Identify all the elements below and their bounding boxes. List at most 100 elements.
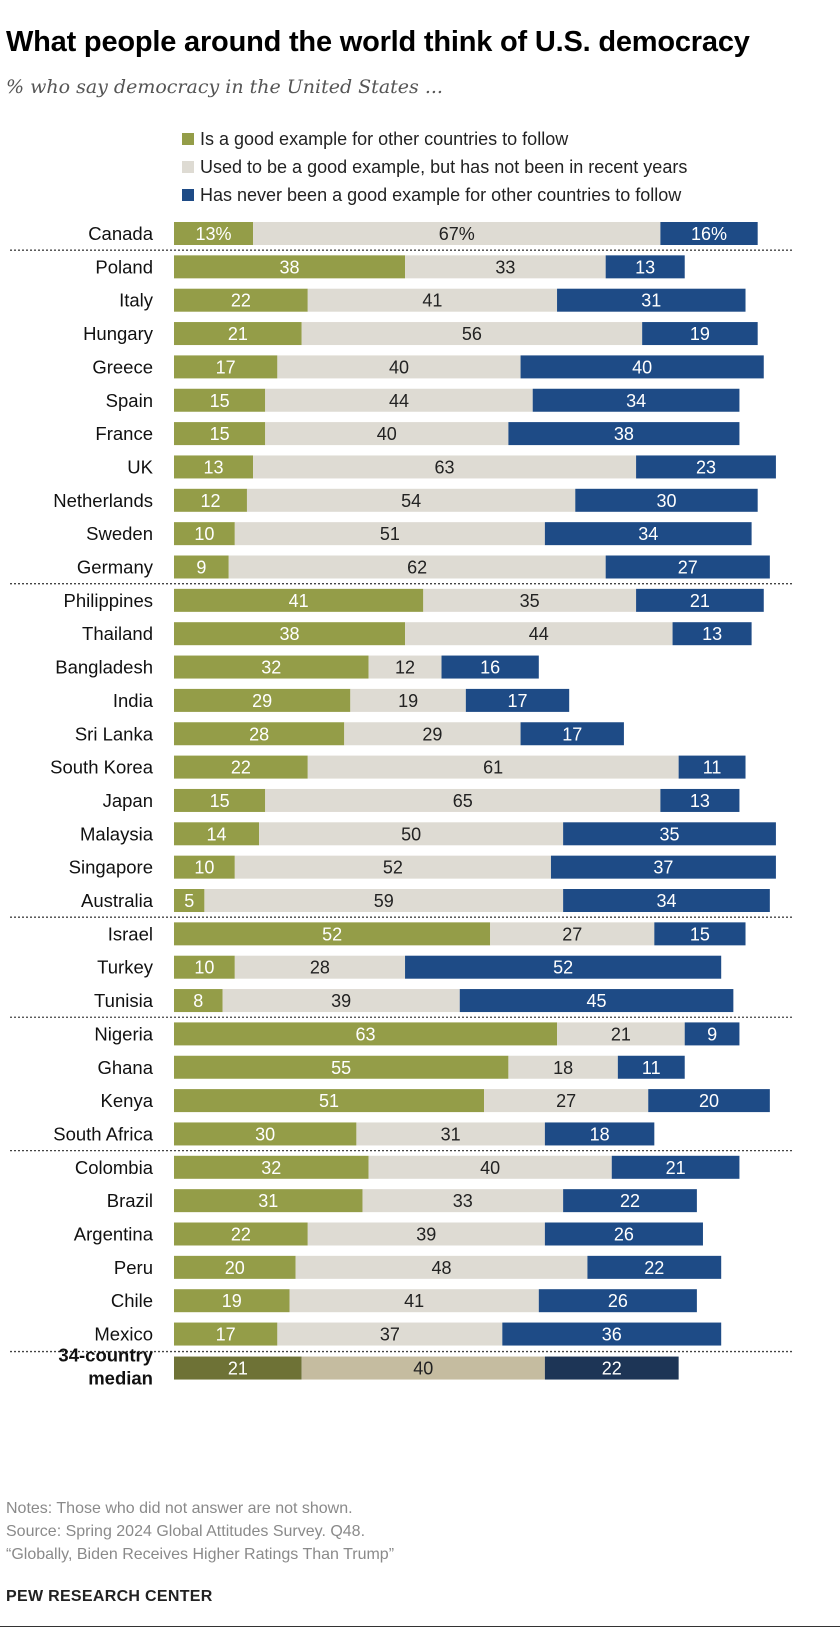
row-singapore-value-label-2: 52	[383, 858, 403, 878]
row-sri-lanka-value-label-1: 28	[249, 724, 269, 744]
note-line: Notes: Those who did not answer are not …	[6, 1500, 353, 1517]
legend-item-good-example: Is a good example for other countries to…	[182, 125, 687, 153]
row-bangladesh-bar-seg-1	[174, 655, 369, 679]
row-japan-country-label: Japan	[103, 790, 153, 811]
row-brazil-value-label-3: 22	[620, 1191, 640, 1211]
row-sweden-value-label-3: 34	[638, 524, 658, 544]
row-nigeria-value-label-2: 21	[611, 1024, 631, 1044]
row-peru-bar-seg-2	[295, 1255, 588, 1279]
row-thailand-value-label-3: 13	[702, 624, 722, 644]
row-south-korea-country-label: South Korea	[50, 757, 154, 778]
row-chile-value-label-2: 41	[404, 1291, 424, 1311]
row-philippines-value-label-1: 41	[289, 591, 309, 611]
row-spain-bar-seg-3	[532, 388, 740, 412]
row-poland-value-label-2: 33	[495, 257, 515, 277]
row-singapore-value-label-1: 10	[194, 858, 214, 878]
row-peru-value-label-3: 22	[644, 1258, 664, 1278]
row-sweden-value-label-1: 10	[194, 524, 214, 544]
row-chile-value-label-1: 19	[222, 1291, 242, 1311]
row-germany-bar-seg-2	[228, 555, 606, 579]
brand-logo-text: PEW RESEARCH CENTER	[6, 1588, 213, 1605]
row-spain-value-label-1: 15	[210, 391, 230, 411]
row-netherlands-country-label: Netherlands	[53, 490, 153, 511]
row-israel-country-label: Israel	[108, 923, 153, 944]
row-poland-country-label: Poland	[95, 256, 153, 277]
row-kenya-bar-seg-3	[648, 1089, 770, 1113]
row-kenya-value-label-2: 27	[556, 1091, 576, 1111]
footer-rule	[0, 1626, 840, 1627]
row-india-value-label-2: 19	[398, 691, 418, 711]
row-israel-bar-seg-2	[490, 922, 655, 946]
row-uk-value-label-2: 63	[435, 457, 455, 477]
row-canada-value-label-1: 13%	[196, 224, 232, 244]
row-argentina-bar-seg-3	[544, 1222, 703, 1246]
row-france-country-label: France	[95, 423, 153, 444]
row-canada-country-label: Canada	[88, 223, 154, 244]
row-canada-bar-seg-3	[660, 222, 758, 245]
row-peru-bar-seg-3	[587, 1255, 722, 1279]
row-malaysia-value-label-3: 35	[660, 824, 680, 844]
row-netherlands-value-label-3: 30	[656, 491, 676, 511]
row-ghana-bar-seg-3	[617, 1055, 685, 1079]
row-brazil-bar-seg-2	[362, 1189, 564, 1213]
row-argentina-country-label: Argentina	[74, 1224, 154, 1245]
stacked-bar-chart: 13% 67% 16% Canada 38 33 13 Poland 22 41 31 Italy 21…	[10, 222, 794, 1389]
row-ghana-bar-seg-2	[508, 1055, 618, 1079]
row-canada-bar-seg-2	[253, 222, 661, 245]
report-title-line: “Globally, Biden Receives Higher Ratings…	[6, 1546, 395, 1563]
row-australia-bar-seg-3	[563, 889, 770, 912]
row-france-bar-seg-3	[508, 422, 740, 446]
row-brazil-value-label-1: 31	[258, 1191, 278, 1211]
row-south-africa-value-label-1: 30	[255, 1124, 275, 1144]
row-mexico-bar-seg-3	[502, 1322, 722, 1346]
legend-swatch-never	[182, 189, 194, 201]
row-germany-country-label: Germany	[77, 557, 154, 578]
row-hungary-bar-seg-2	[301, 322, 643, 346]
row-uk-value-label-1: 13	[204, 457, 224, 477]
row-mexico-value-label-3: 36	[602, 1325, 622, 1345]
row-nigeria-bar-seg-3	[684, 1022, 740, 1046]
row-spain-bar-seg-2	[265, 388, 533, 412]
row-turkey-bar-seg-2	[234, 955, 406, 979]
row-poland-bar-seg-1	[174, 255, 406, 279]
row-singapore-value-label-3: 37	[653, 858, 673, 878]
row-median-value-label-3: 22	[602, 1359, 622, 1379]
row-philippines-value-label-2: 35	[520, 591, 540, 611]
row-canada-value-label-2: 67%	[439, 224, 475, 244]
row-sweden-value-label-2: 51	[380, 524, 400, 544]
row-peru-country-label: Peru	[114, 1257, 153, 1278]
row-israel-value-label-1: 52	[322, 924, 342, 944]
source-line: Source: Spring 2024 Global Attitudes Sur…	[6, 1523, 366, 1540]
row-sri-lanka-bar-seg-3	[520, 722, 624, 746]
row-kenya-bar-seg-2	[484, 1089, 649, 1113]
row-malaysia-country-label: Malaysia	[80, 823, 154, 844]
row-spain-value-label-3: 34	[626, 391, 646, 411]
row-netherlands-bar-seg-1	[174, 488, 247, 512]
row-malaysia-value-label-1: 14	[207, 824, 227, 844]
row-bangladesh-country-label: Bangladesh	[55, 657, 153, 678]
row-thailand-bar-seg-2	[405, 622, 673, 646]
row-tunisia-bar-seg-1	[174, 989, 223, 1013]
row-kenya-country-label: Kenya	[101, 1090, 154, 1111]
row-turkey-bar-seg-1	[174, 955, 235, 979]
row-median-label-line-1: 34-country	[58, 1345, 153, 1366]
row-hungary-value-label-1: 21	[228, 324, 248, 344]
row-greece-value-label-1: 17	[216, 357, 236, 377]
row-brazil-country-label: Brazil	[107, 1190, 153, 1211]
row-chile-value-label-3: 26	[608, 1291, 628, 1311]
row-peru-value-label-1: 20	[225, 1258, 245, 1278]
row-australia-value-label-1: 5	[184, 891, 194, 911]
row-japan-bar-seg-1	[174, 788, 266, 812]
row-ghana-value-label-1: 55	[331, 1058, 351, 1078]
row-median-bar-seg-1	[174, 1356, 302, 1380]
row-spain-country-label: Spain	[106, 390, 153, 411]
chart-subtitle: % who say democracy in the United States…	[6, 76, 443, 98]
row-argentina-value-label-1: 22	[231, 1225, 251, 1245]
row-france-bar-seg-1	[174, 422, 266, 446]
legend-label-good: Is a good example for other countries to…	[200, 128, 569, 149]
row-greece-bar-seg-1	[174, 355, 278, 379]
row-south-africa-bar-seg-2	[356, 1122, 545, 1146]
row-italy-bar-seg-1	[174, 288, 308, 312]
legend: Is a good example for other countries to…	[182, 125, 687, 209]
row-colombia-country-label: Colombia	[75, 1157, 154, 1178]
